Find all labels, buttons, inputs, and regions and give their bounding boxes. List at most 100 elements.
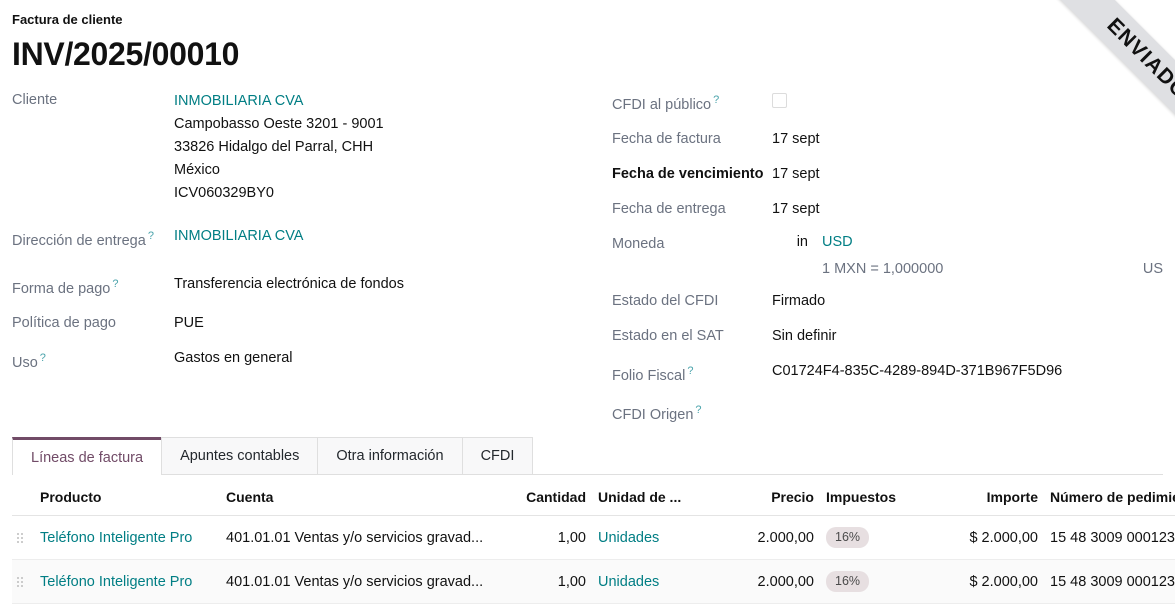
field-fiscal-folio: Folio Fiscal? C01724F4-835C-4289-894D-37… — [612, 361, 1163, 387]
tab-otra-informacion[interactable]: Otra información — [317, 437, 463, 475]
form-column-right: CFDI al público? Fecha de factura 17 sep… — [612, 90, 1163, 437]
customer-link[interactable]: INMOBILIARIA CVA — [174, 93, 304, 109]
field-due-date: Fecha de vencimiento 17 sept — [612, 164, 1163, 186]
cell-pedimento[interactable]: 15 48 3009 0001239 — [1044, 559, 1175, 605]
column-header-impuestos: Impuestos — [820, 475, 952, 517]
cell-cantidad[interactable]: 1,00 — [516, 559, 592, 605]
customer-vat: ICV060329BY0 — [174, 185, 274, 201]
customer-address-line-3: México — [174, 162, 220, 178]
field-delivery-date-label: Fecha de entrega — [612, 200, 726, 217]
table-header-row: Producto Cuenta Cantidad Unidad de ... P… — [12, 475, 1175, 517]
field-currency: Moneda in USD — [612, 234, 1163, 256]
form-body: Cliente INMOBILIARIA CVA Campobasso Oest… — [0, 90, 1175, 437]
cell-importe: $ 2.000,00 — [952, 559, 1044, 605]
tab-lineas-de-factura[interactable]: Líneas de factura — [12, 437, 163, 476]
cell-cantidad[interactable]: 1,00 — [516, 515, 592, 561]
currency-rate-row: 1 MXN = 1,000000 US — [612, 261, 1163, 277]
cell-precio[interactable]: 2.000,00 — [724, 559, 820, 605]
cell-pedimento[interactable]: 15 48 3009 0001231 — [1044, 515, 1175, 561]
field-delivery-address-label: Dirección de entrega? — [12, 226, 174, 252]
field-customer: Cliente INMOBILIARIA CVA Campobasso Oest… — [12, 90, 612, 205]
field-sat-state: Estado en el SAT Sin definir — [612, 326, 1163, 348]
field-fiscal-folio-label: Folio Fiscal? — [612, 361, 772, 387]
tax-badge[interactable]: 16% — [826, 527, 870, 549]
table-row[interactable]: Teléfono Inteligente Pro 401.01.01 Venta… — [12, 515, 1175, 561]
breadcrumb: Factura de cliente — [12, 12, 123, 27]
cell-cuenta[interactable]: 401.01.01 Ventas y/o servicios gravad... — [220, 515, 516, 561]
currency-value-row: in USD — [772, 234, 1163, 250]
currency-rate-text: 1 MXN = 1,000000 — [822, 260, 944, 277]
cell-impuestos[interactable]: 16% — [820, 559, 952, 605]
column-header-unidad: Unidad de ... — [592, 475, 724, 517]
field-due-date-label: Fecha de vencimiento — [612, 165, 764, 182]
field-payment-method-label: Forma de pago? — [12, 274, 174, 300]
cell-precio[interactable]: 2.000,00 — [724, 515, 820, 561]
invoice-lines-table-container: Producto Cuenta Cantidad Unidad de ... P… — [12, 475, 1175, 605]
cfdi-public-label-text: CFDI al público — [612, 96, 712, 113]
column-header-precio: Precio — [724, 475, 820, 517]
row-drag-handle-cell[interactable] — [12, 559, 34, 605]
field-cfdi-state-label: Estado del CFDI — [612, 292, 719, 309]
cell-producto[interactable]: Teléfono Inteligente Pro — [34, 515, 220, 561]
field-delivery-address-value: INMOBILIARIA CVA — [174, 226, 303, 247]
field-cfdi-state: Estado del CFDI Firmado — [612, 291, 1163, 313]
field-usage-label: Uso? — [12, 348, 174, 374]
cfdi-public-checkbox[interactable] — [772, 93, 787, 108]
field-cfdi-origin-label: CFDI Origen? — [612, 400, 772, 426]
column-header-pedimento: Número de pedimiento ... — [1044, 475, 1175, 517]
customer-address-line-2: 33826 Hidalgo del Parral, CHH — [174, 139, 374, 155]
field-invoice-date-label: Fecha de factura — [612, 130, 721, 147]
field-sat-state-value: Sin definir — [772, 327, 837, 344]
cell-unidad[interactable]: Unidades — [592, 559, 724, 605]
product-link[interactable]: Teléfono Inteligente Pro — [40, 573, 193, 590]
help-icon[interactable]: ? — [39, 351, 46, 364]
field-usage-value[interactable]: Gastos en general — [174, 349, 293, 366]
cell-unidad[interactable]: Unidades — [592, 515, 724, 561]
usage-label-text: Uso — [12, 354, 38, 371]
delivery-address-label-text: Dirección de entrega — [12, 232, 146, 249]
field-sat-state-label: Estado en el SAT — [612, 327, 724, 344]
cell-cuenta[interactable]: 401.01.01 Ventas y/o servicios gravad... — [220, 559, 516, 605]
help-icon[interactable]: ? — [687, 364, 694, 377]
notebook-tabs: Líneas de factura Apuntes contables Otra… — [12, 437, 1163, 476]
column-header-handle — [12, 475, 34, 517]
field-invoice-date: Fecha de factura 17 sept — [612, 129, 1163, 151]
cell-importe: $ 2.000,00 — [952, 515, 1044, 561]
field-payment-method-value[interactable]: Transferencia electrónica de fondos — [174, 275, 404, 292]
table-row[interactable]: Teléfono Inteligente Pro 401.01.01 Venta… — [12, 559, 1175, 605]
field-payment-policy-value[interactable]: PUE — [174, 314, 204, 331]
field-delivery-date-value[interactable]: 17 sept — [772, 200, 820, 217]
row-drag-handle-cell[interactable] — [12, 515, 34, 561]
help-icon[interactable]: ? — [147, 230, 154, 242]
currency-in-label: in — [796, 233, 808, 250]
cell-impuestos[interactable]: 16% — [820, 515, 952, 561]
field-due-date-value[interactable]: 17 sept — [772, 165, 820, 182]
uom-link[interactable]: Unidades — [598, 573, 660, 590]
delivery-address-link[interactable]: INMOBILIARIA CVA — [174, 228, 304, 244]
table-body: Teléfono Inteligente Pro 401.01.01 Venta… — [12, 515, 1175, 605]
field-delivery-date: Fecha de entrega 17 sept — [612, 199, 1163, 221]
help-icon[interactable]: ? — [112, 277, 119, 290]
cell-producto[interactable]: Teléfono Inteligente Pro — [34, 559, 220, 605]
uom-link[interactable]: Unidades — [598, 529, 660, 546]
tax-badge[interactable]: 16% — [826, 571, 870, 593]
record-header: Factura de cliente INV/2025/00010 — [0, 0, 1175, 74]
product-link[interactable]: Teléfono Inteligente Pro — [40, 529, 193, 546]
currency-link[interactable]: USD — [822, 233, 853, 250]
drag-handle-icon[interactable] — [16, 531, 24, 546]
field-cfdi-state-value: Firmado — [772, 292, 826, 309]
rate-spacer — [612, 261, 772, 277]
drag-handle-icon[interactable] — [16, 575, 24, 590]
help-icon[interactable]: ? — [695, 403, 702, 416]
invoice-lines-table: Producto Cuenta Cantidad Unidad de ... P… — [12, 475, 1175, 605]
help-icon[interactable]: ? — [713, 94, 720, 106]
field-payment-policy: Política de pago PUE — [12, 313, 612, 335]
field-delivery-address: Dirección de entrega? INMOBILIARIA CVA — [12, 226, 612, 252]
field-usage: Uso? Gastos en general — [12, 348, 612, 374]
page-title: INV/2025/00010 — [12, 36, 240, 72]
field-invoice-date-value[interactable]: 17 sept — [772, 130, 820, 147]
tab-apuntes-contables[interactable]: Apuntes contables — [161, 437, 319, 475]
tab-cfdi[interactable]: CFDI — [461, 437, 534, 475]
currency-rate-unit: US — [1142, 260, 1163, 277]
